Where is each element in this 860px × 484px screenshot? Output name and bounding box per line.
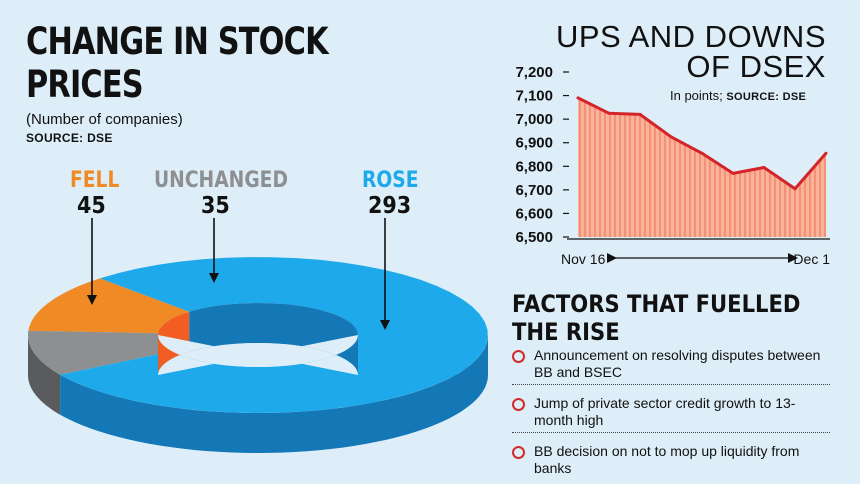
donut-slice-rose-side [60, 335, 488, 453]
donut-slice-rose [60, 257, 488, 413]
x-start-label: Nov 16 [561, 251, 606, 267]
y-tick-label: 7,100 [515, 88, 553, 105]
dsex-chart: 7,200 7,100 7,000 6,900 6,800 6,700 6,600 6,500… [515, 64, 830, 267]
factor-item: Announcement on resolving disputes betwe… [512, 347, 830, 385]
y-tick-label: 6,800 [515, 158, 553, 175]
dsex-point [824, 151, 828, 155]
factor-divider [512, 384, 830, 385]
bullet-icon [512, 398, 525, 411]
dsex-point [762, 166, 766, 169]
donut-slice-rose-inner [189, 303, 358, 375]
dsex-point [731, 171, 735, 175]
dsex-source: SOURCE: DSE [726, 91, 807, 103]
units-text: In points; [670, 88, 723, 103]
y-tick-label: 7,000 [515, 111, 553, 128]
donut-source: SOURCE: DSE [26, 131, 113, 145]
page-title: CHANGE IN STOCK PRICES [26, 20, 329, 106]
dsex-point [638, 112, 642, 116]
y-tick-label: 6,500 [515, 229, 553, 246]
rose-label: ROSE [362, 168, 419, 193]
donut-slice-fell [28, 278, 190, 334]
factor-text: Jump of private sector credit growth to … [534, 395, 796, 428]
dsex-units: In points; SOURCE: DSE [670, 88, 806, 103]
donut-slice-unchanged-side [28, 335, 61, 415]
x-end-label: Dec 1 [793, 251, 830, 267]
rose-value: 293 [368, 193, 412, 219]
unchanged-label: UNCHANGED [154, 168, 288, 193]
donut-hole [158, 335, 358, 375]
donut-chart [28, 257, 488, 453]
factor-text: BB decision on not to mop up liquidity f… [534, 443, 800, 476]
dsex-point [607, 111, 611, 115]
fell-value: 45 [77, 193, 106, 219]
y-tick-label: 6,900 [515, 135, 553, 152]
factor-text: Announcement on resolving disputes betwe… [534, 347, 821, 380]
factor-item: Jump of private sector credit growth to … [512, 395, 830, 433]
dsex-point [576, 96, 580, 100]
dsex-point [669, 135, 673, 139]
factors-title: FACTORS THAT FUELLED THE RISE [512, 290, 801, 346]
unchanged-value: 35 [201, 193, 230, 219]
dsex-title-line2: OF DSEX [686, 49, 826, 84]
bullet-icon [512, 446, 525, 459]
y-tick-label: 7,200 [515, 64, 553, 81]
factor-item: BB decision on not to mop up liquidity f… [512, 443, 830, 477]
dsex-title-line1: UPS AND DOWNS [555, 19, 826, 54]
dsex-point [700, 151, 704, 155]
dsex-title: UPS AND DOWNS OF DSEX [555, 19, 826, 84]
y-tick-label: 6,600 [515, 205, 553, 222]
factor-divider [512, 432, 830, 433]
donut-subtitle: (Number of companies) [26, 111, 183, 128]
bullet-icon [512, 350, 525, 363]
fell-label: FELL [70, 168, 120, 193]
y-tick-label: 6,700 [515, 182, 553, 199]
dsex-point [793, 187, 797, 191]
donut-slice-unchanged [28, 330, 172, 375]
